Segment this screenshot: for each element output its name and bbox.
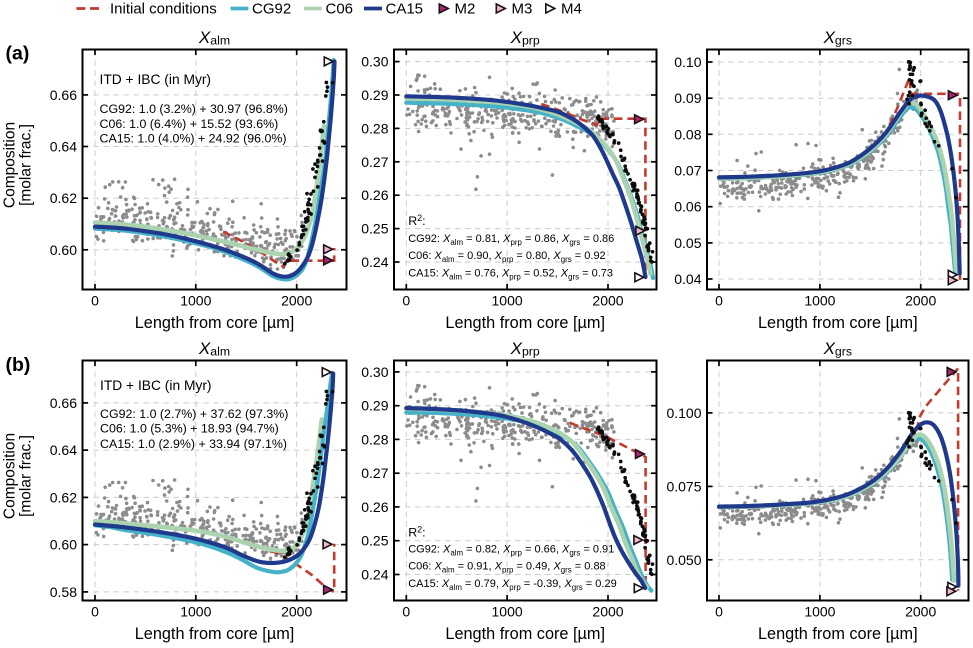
svg-text:1000: 1000 [492, 604, 523, 620]
svg-text:0.62: 0.62 [50, 489, 77, 505]
svg-text:2000: 2000 [592, 604, 623, 620]
svg-text:Xgrs: Xgrs [823, 339, 852, 359]
svg-text:R2:: R2: [408, 525, 425, 540]
svg-text:0.10: 0.10 [674, 54, 701, 70]
svg-text:1000: 1000 [804, 604, 835, 620]
svg-text:CA15: 1.0 (4.0%) + 24.92 (96.0: CA15: 1.0 (4.0%) + 24.92 (96.0%) [100, 131, 287, 145]
svg-text:0.09: 0.09 [674, 90, 701, 106]
svg-text:0.29: 0.29 [361, 398, 388, 414]
svg-text:0: 0 [91, 604, 99, 620]
svg-text:M2: M2 [455, 1, 476, 18]
svg-text:0: 0 [715, 604, 723, 620]
svg-text:Xprp: Xprp [510, 339, 540, 359]
svg-text:ITD + IBC (in Myr): ITD + IBC (in Myr) [100, 378, 212, 393]
svg-text:0.07: 0.07 [674, 163, 701, 179]
svg-text:2000: 2000 [592, 293, 623, 309]
svg-text:0.28: 0.28 [361, 431, 388, 447]
svg-text:[molar frac.]: [molar frac.] [18, 435, 35, 517]
svg-text:Xalm: Xalm [198, 339, 230, 359]
svg-text:C06: C06 [326, 1, 354, 18]
svg-text:1000: 1000 [180, 604, 211, 620]
svg-text:0.04: 0.04 [674, 271, 701, 287]
svg-text:0.08: 0.08 [674, 126, 701, 142]
svg-text:CG92: CG92 [252, 1, 291, 18]
svg-text:Length from core [µm]: Length from core [µm] [135, 314, 295, 332]
svg-text:0.24: 0.24 [361, 567, 388, 583]
svg-text:0.26: 0.26 [361, 499, 388, 515]
svg-text:0.06: 0.06 [674, 199, 701, 215]
svg-text:0.30: 0.30 [361, 54, 388, 70]
svg-text:2000: 2000 [905, 293, 936, 309]
svg-text:0.05: 0.05 [674, 235, 701, 251]
svg-text:0.28: 0.28 [361, 120, 388, 136]
svg-text:0.075: 0.075 [666, 478, 701, 494]
svg-text:0.24: 0.24 [361, 254, 388, 270]
svg-text:0.100: 0.100 [666, 405, 701, 421]
svg-text:0.26: 0.26 [361, 187, 388, 203]
svg-text:Length from core [µm]: Length from core [µm] [758, 625, 918, 643]
svg-text:2000: 2000 [905, 604, 936, 620]
svg-text:C06: 1.0 (6.4%) + 15.52 (93.6%: C06: 1.0 (6.4%) + 15.52 (93.6%) [100, 117, 279, 131]
svg-text:0: 0 [402, 604, 410, 620]
svg-text:0: 0 [715, 293, 723, 309]
svg-text:2000: 2000 [281, 293, 312, 309]
svg-text:M4: M4 [561, 1, 582, 18]
svg-text:M3: M3 [512, 1, 533, 18]
svg-text:0.25: 0.25 [361, 533, 388, 549]
svg-text:0.27: 0.27 [361, 154, 388, 170]
svg-text:Length from core [µm]: Length from core [µm] [445, 625, 605, 643]
svg-text:0.60: 0.60 [50, 537, 77, 553]
svg-text:CA15: CA15 [386, 1, 424, 18]
svg-text:CG92: Xalm = 0.81, Xprp = 0.86: CG92: Xalm = 0.81, Xprp = 0.86, Xgrs = 0… [408, 233, 614, 247]
svg-text:1000: 1000 [180, 293, 211, 309]
svg-text:CA15: 1.0 (2.9%) + 33.94 (97.1: CA15: 1.0 (2.9%) + 33.94 (97.1%) [100, 437, 287, 451]
svg-text:0.58: 0.58 [50, 584, 77, 600]
svg-text:0.66: 0.66 [50, 395, 77, 411]
svg-text:ITD + IBC (in Myr): ITD + IBC (in Myr) [100, 72, 212, 87]
svg-text:[molar frac.]: [molar frac.] [18, 124, 35, 206]
svg-text:0.60: 0.60 [50, 242, 77, 258]
svg-text:0.64: 0.64 [50, 442, 77, 458]
svg-text:0.29: 0.29 [361, 87, 388, 103]
svg-text:0: 0 [91, 293, 99, 309]
svg-text:C06: Xalm = 0.90, Xprp = 0.80,: C06: Xalm = 0.90, Xprp = 0.80, Xgrs = 0.… [408, 250, 606, 264]
svg-text:Composition: Composition [2, 433, 19, 519]
svg-text:C06: Xalm = 0.91, Xprp = 0.49,: C06: Xalm = 0.91, Xprp = 0.49, Xgrs = 0.… [408, 561, 606, 575]
svg-text:0.64: 0.64 [50, 139, 77, 155]
svg-text:0.66: 0.66 [50, 87, 77, 103]
svg-text:0.25: 0.25 [361, 221, 388, 237]
svg-text:Xprp: Xprp [510, 28, 540, 48]
svg-text:1000: 1000 [804, 293, 835, 309]
svg-text:Xalm: Xalm [198, 28, 230, 48]
svg-text:2000: 2000 [281, 604, 312, 620]
svg-text:0.27: 0.27 [361, 465, 388, 481]
svg-text:0.30: 0.30 [361, 364, 388, 380]
svg-text:0: 0 [402, 293, 410, 309]
svg-text:R2:: R2: [408, 213, 425, 228]
svg-text:Xgrs: Xgrs [823, 28, 852, 48]
svg-text:Length from core [µm]: Length from core [µm] [135, 625, 295, 643]
svg-text:0.050: 0.050 [666, 552, 701, 568]
svg-text:C06: 1.0 (5.3%) + 18.93 (94.7%: C06: 1.0 (5.3%) + 18.93 (94.7%) [100, 422, 279, 436]
svg-text:Initial conditions: Initial conditions [110, 1, 217, 18]
svg-text:CG92: 1.0 (3.2%) + 30.97 (96.8: CG92: 1.0 (3.2%) + 30.97 (96.8%) [100, 102, 288, 116]
svg-text:(b): (b) [6, 354, 31, 376]
svg-text:CG92: 1.0 (2.7%) + 37.62 (97.3: CG92: 1.0 (2.7%) + 37.62 (97.3%) [100, 407, 288, 421]
svg-text:1000: 1000 [492, 293, 523, 309]
svg-text:0.62: 0.62 [50, 190, 77, 206]
svg-text:Length from core [µm]: Length from core [µm] [758, 314, 918, 332]
svg-text:Composition: Composition [2, 122, 19, 208]
svg-text:Length from core [µm]: Length from core [µm] [445, 314, 605, 332]
svg-text:(a): (a) [6, 43, 30, 65]
